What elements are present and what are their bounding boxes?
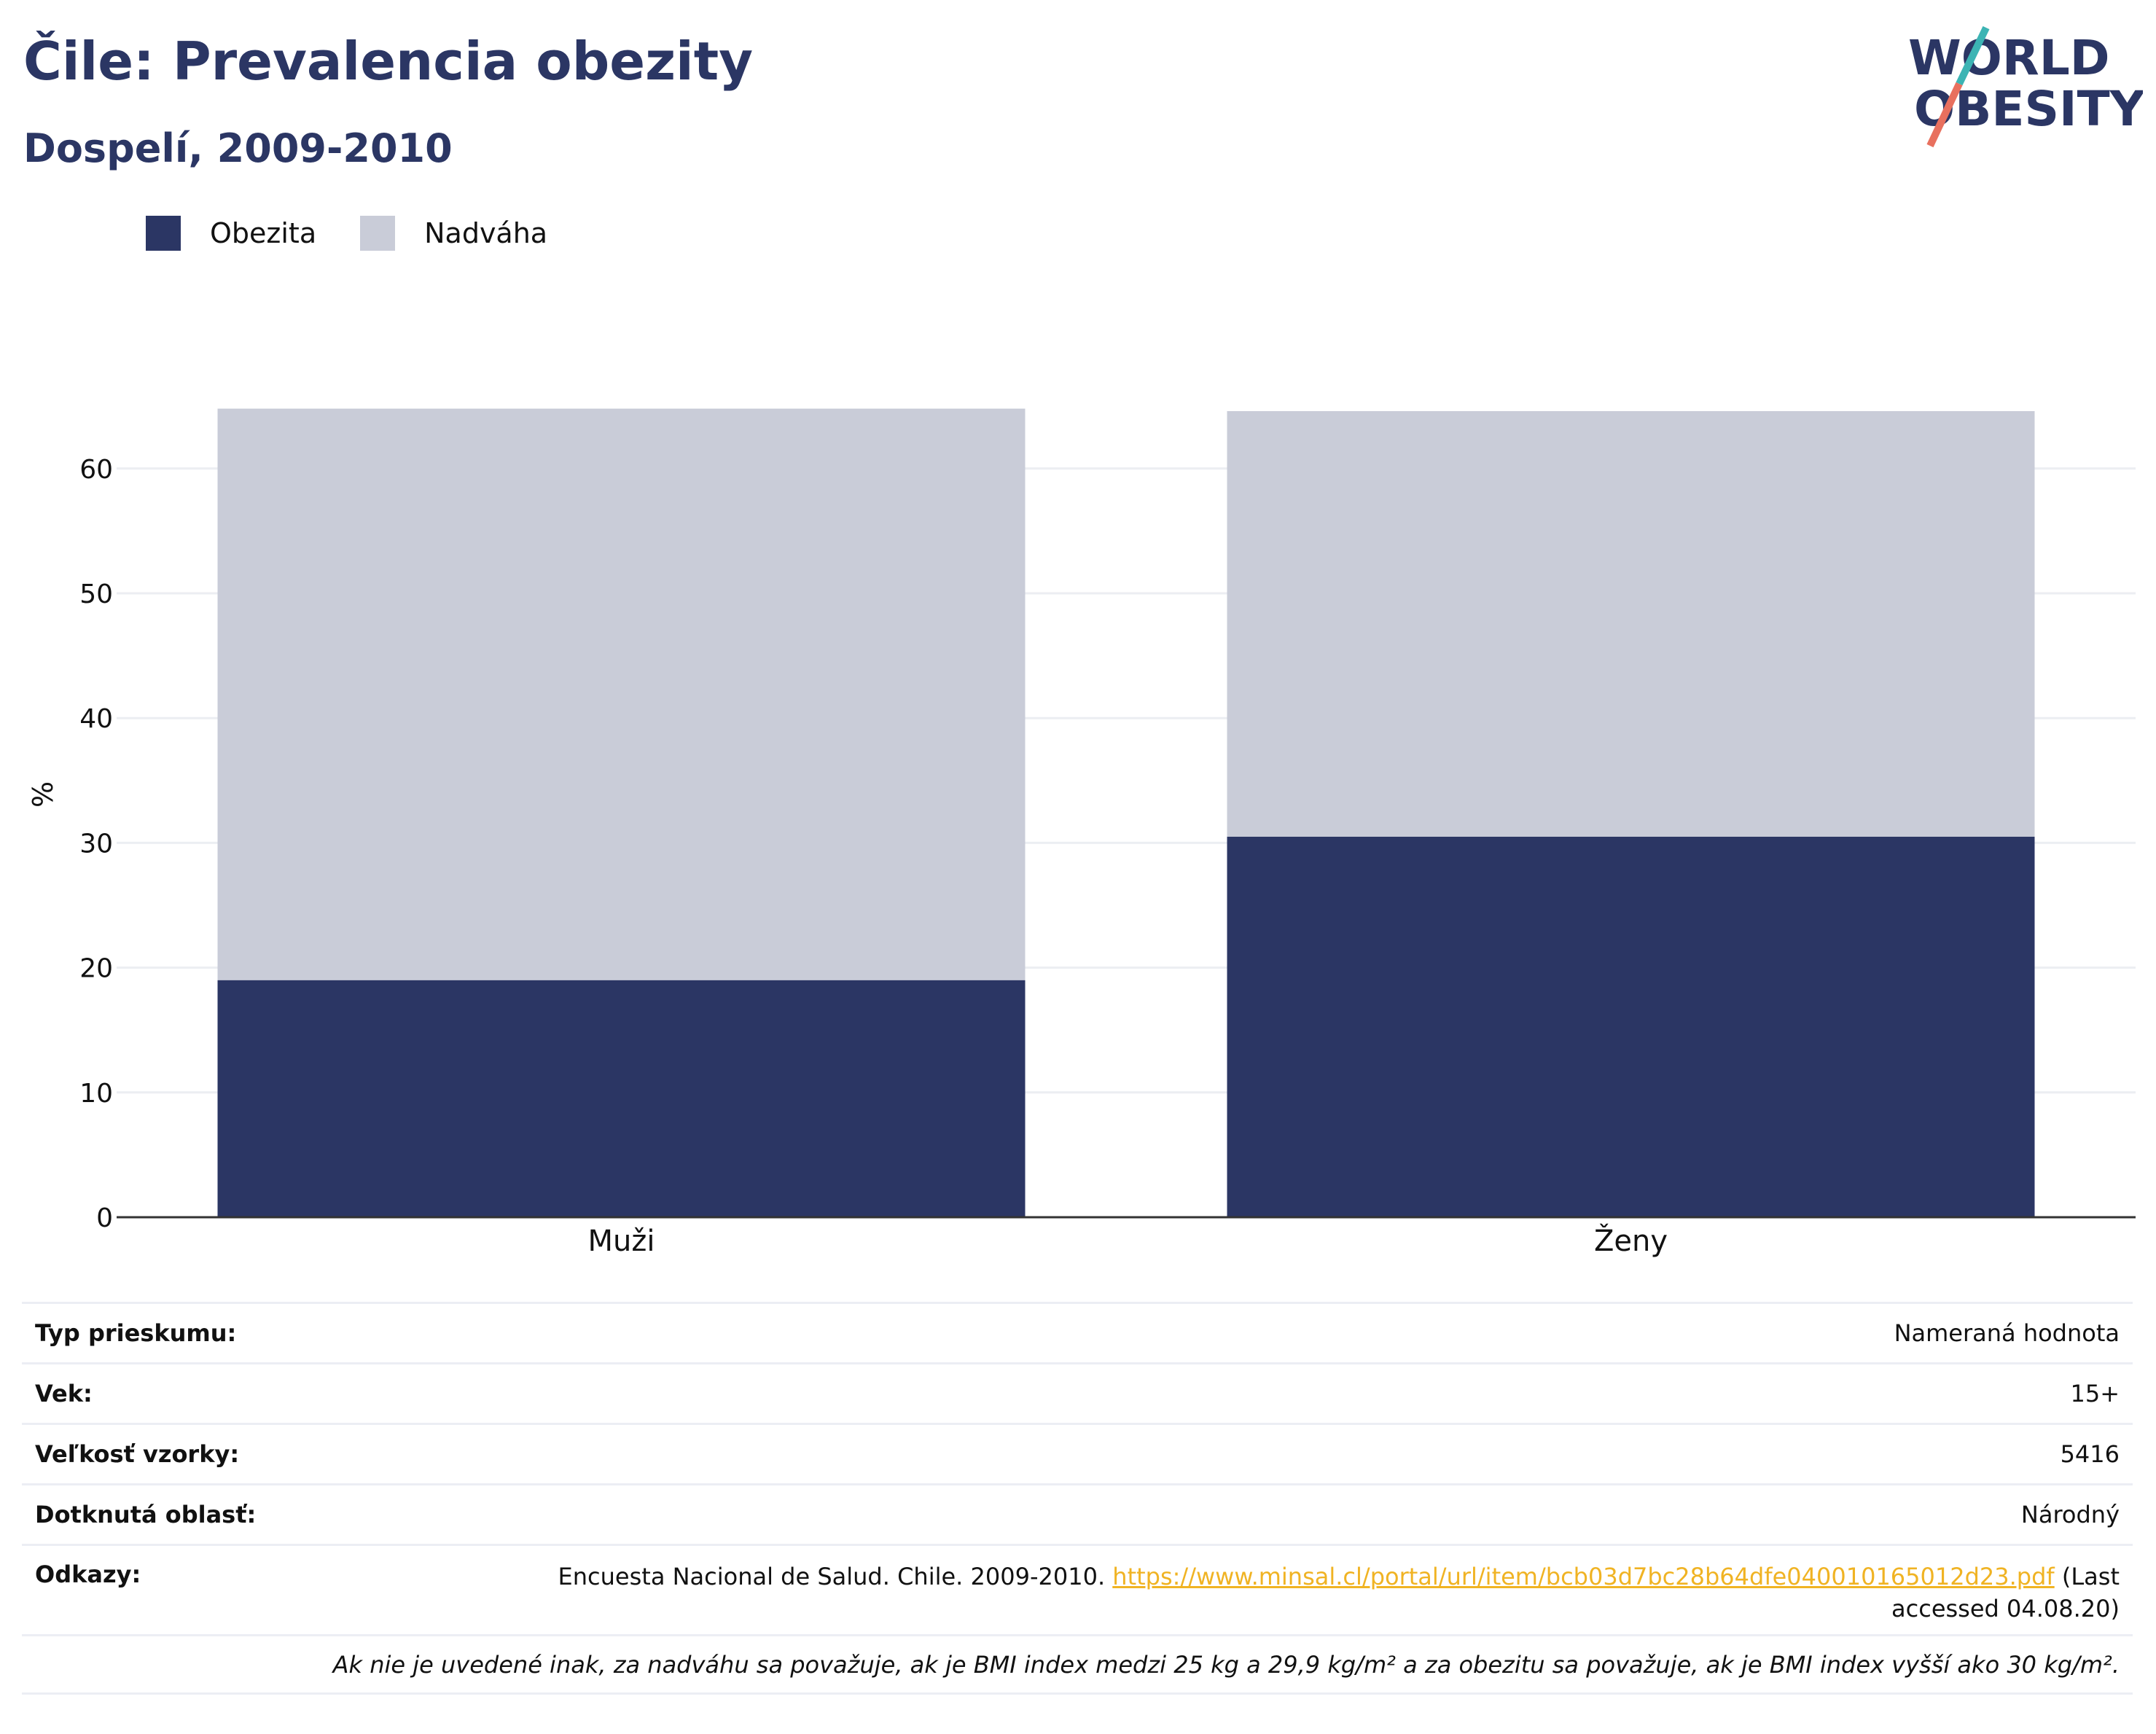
legend-swatch-obezita	[146, 216, 181, 251]
y-tick-label: 60	[79, 455, 113, 485]
info-value: Nameraná hodnota	[1894, 1319, 2120, 1347]
info-value: Národný	[2020, 1501, 2120, 1528]
reference-accessed: (Last accessed 04.08.20)	[1891, 1563, 2120, 1622]
bar-obezita-1	[1227, 836, 2035, 1217]
info-label: Veľkosť vzorky:	[35, 1440, 240, 1468]
definition-note: Ak nie je uvedené inak, za nadváhu sa po…	[332, 1650, 2120, 1679]
bar-nadvaha-1	[1227, 411, 2035, 837]
page-subtitle: Dospelí, 2009-2010	[23, 125, 453, 171]
legend-label-nadvaha: Nadváha	[424, 217, 548, 249]
info-row-sample-size: Veľkosť vzorky: 5416	[22, 1423, 2133, 1483]
world-obesity-logo: WORLD OBESITY	[1908, 26, 2143, 148]
info-label: Odkazy:	[35, 1561, 141, 1588]
info-label: Dotknutá oblasť:	[35, 1501, 257, 1528]
x-tick-label: Ženy	[1594, 1223, 1668, 1258]
legend-label-obezita: Obezita	[210, 217, 317, 249]
y-tick-label: 50	[79, 579, 113, 609]
survey-info-table: Typ prieskumu: Nameraná hodnota Vek: 15+…	[22, 1302, 2133, 1695]
x-tick-label: Muži	[588, 1225, 655, 1258]
info-row-age: Vek: 15+	[22, 1362, 2133, 1423]
info-value: 5416	[2060, 1440, 2120, 1468]
y-axis-label: %	[27, 781, 59, 808]
info-row-note: Ak nie je uvedené inak, za nadváhu sa po…	[22, 1634, 2133, 1695]
info-label: Vek:	[35, 1380, 93, 1407]
y-tick-label: 0	[96, 1203, 113, 1233]
reference-text: Encuesta Nacional de Salud. Chile. 2009-…	[558, 1563, 1113, 1590]
info-row-references: Odkazy: Encuesta Nacional de Salud. Chil…	[22, 1544, 2133, 1634]
references-value: Encuesta Nacional de Salud. Chile. 2009-…	[443, 1561, 2133, 1625]
y-tick-label: 20	[79, 954, 113, 984]
y-tick-label: 30	[79, 829, 113, 859]
info-row-area: Dotknutá oblasť: Národný	[22, 1483, 2133, 1544]
info-label: Typ prieskumu:	[35, 1319, 237, 1347]
logo-line1: WORLD	[1908, 30, 2110, 86]
reference-link[interactable]: https://www.minsal.cl/portal/url/item/bc…	[1112, 1563, 2055, 1590]
stacked-bar-chart: 0 10 20 30 40 50 60% Muži Ženy	[27, 408, 2136, 1258]
legend-item-obezita[interactable]: Obezita	[146, 216, 316, 251]
bar-nadvaha-0	[217, 408, 1026, 980]
info-value: 15+	[2070, 1380, 2120, 1407]
chart-legend: Obezita Nadváha	[146, 216, 591, 251]
info-row-survey-type: Typ prieskumu: Nameraná hodnota	[22, 1302, 2133, 1362]
legend-swatch-nadvaha	[360, 216, 396, 251]
page-title: Čile: Prevalencia obezity	[23, 31, 754, 92]
y-tick-label: 40	[79, 704, 113, 734]
legend-item-nadvaha[interactable]: Nadváha	[360, 216, 547, 251]
bar-obezita-0	[217, 980, 1026, 1217]
y-tick-label: 10	[79, 1079, 113, 1109]
